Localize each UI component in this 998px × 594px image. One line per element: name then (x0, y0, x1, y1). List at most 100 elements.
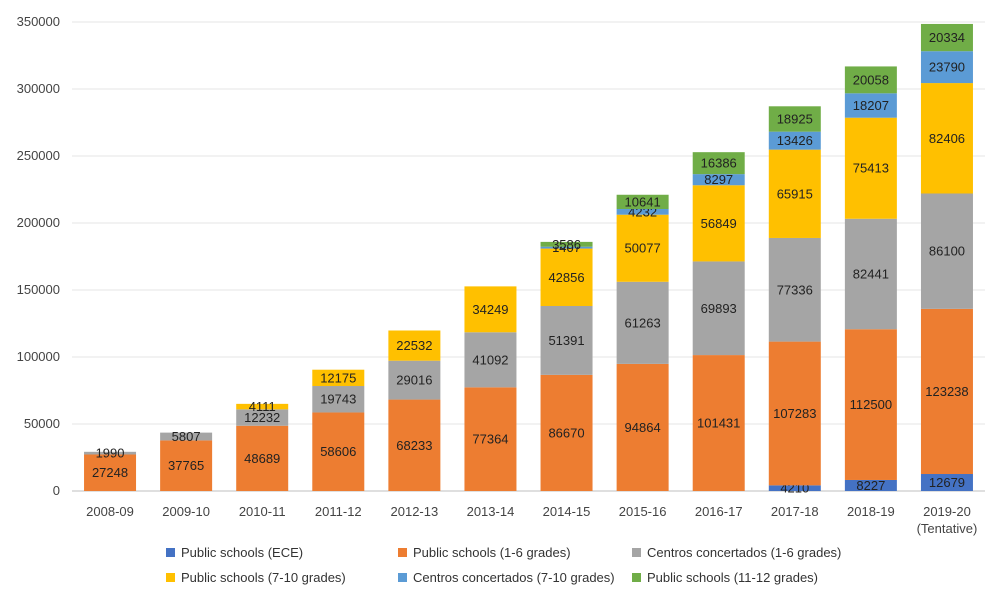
bar-segment (768, 131, 821, 150)
x-tick-label: 2012-13 (391, 504, 439, 519)
data-label: 29016 (396, 373, 432, 388)
x-tick-sublabel: (Tentative) (917, 521, 978, 536)
gridlines (72, 21, 985, 492)
bar-segment (920, 193, 973, 309)
data-label: 94864 (625, 420, 661, 435)
data-label: 101431 (697, 416, 740, 431)
bar-segment (768, 149, 821, 238)
bar-segment (844, 66, 897, 94)
x-axis: 2008-09 2009-10 2010-11 2011-12 2012-13 2013-… (86, 504, 977, 536)
bar-stack: 68233 29016 22532 (388, 330, 441, 491)
bar-segment (312, 369, 365, 387)
bar-segment (616, 281, 669, 364)
bar-segment (844, 117, 897, 219)
data-label: 18207 (853, 98, 889, 113)
bar-segment (160, 432, 213, 441)
bar-segment (540, 248, 593, 306)
data-label: 75413 (853, 161, 889, 176)
data-label: 4111 (249, 399, 276, 414)
bar-segment (692, 261, 745, 356)
bar-segment (540, 241, 593, 247)
bar-stack: 12679 123238 86100 82406 23790 20334 (920, 23, 973, 491)
data-label: 12175 (320, 370, 356, 385)
data-label: 12679 (929, 475, 965, 490)
data-label: 82441 (853, 266, 889, 281)
bar-segment (236, 403, 289, 410)
data-label: 16386 (701, 156, 737, 171)
data-label: 5807 (172, 429, 201, 444)
data-label: 50077 (625, 241, 661, 256)
data-label: 27248 (92, 465, 128, 480)
bar-segment (540, 305, 593, 375)
data-label: 34249 (472, 302, 508, 317)
bar-segment (388, 330, 441, 361)
bar-segment (844, 329, 897, 480)
bar-segment (768, 106, 821, 132)
bar-segment (920, 308, 973, 475)
bar-segment (388, 399, 441, 491)
x-tick-label: 2016-17 (695, 504, 743, 519)
bar-stack: 37765 5807 (160, 429, 213, 491)
bar-segment (84, 454, 137, 491)
bar-segment (844, 479, 897, 491)
data-label: 86670 (548, 425, 584, 440)
data-label: 10641 (625, 194, 661, 209)
data-label: 37765 (168, 458, 204, 473)
x-tick-label: 2010-11 (239, 504, 286, 519)
bar-segment (236, 425, 289, 491)
data-label: 20058 (853, 72, 889, 87)
y-tick-label: 350000 (17, 14, 60, 29)
x-tick-label: 2019-20 (923, 504, 971, 519)
y-tick-label: 250000 (17, 148, 60, 163)
x-tick-label: 2015-16 (619, 504, 667, 519)
data-label: 123238 (925, 384, 968, 399)
data-label: 86100 (929, 244, 965, 259)
x-tick-label: 2013-14 (467, 504, 515, 519)
x-tick-label: 2009-10 (162, 504, 210, 519)
y-tick-label: 150000 (17, 282, 60, 297)
y-tick-label: 0 (53, 483, 60, 498)
data-label: 3586 (552, 237, 581, 252)
y-tick-label: 300000 (17, 81, 60, 96)
data-label: 20334 (929, 30, 965, 45)
bar-stack: 8227 112500 82441 75413 18207 20058 (844, 66, 897, 493)
bar-segment (616, 363, 669, 491)
data-label: 77364 (472, 432, 508, 447)
bar-segment (844, 218, 897, 330)
bar-segment (464, 387, 517, 491)
data-label: 77336 (777, 282, 813, 297)
bar-segment (692, 185, 745, 262)
bar-segment (768, 485, 821, 491)
bar-segment (540, 246, 593, 249)
bar-segment (312, 412, 365, 491)
y-tick-label: 200000 (17, 215, 60, 230)
data-label: 56849 (701, 216, 737, 231)
bar-segment (84, 451, 137, 455)
data-label: 58606 (320, 444, 356, 459)
data-label: 69893 (701, 301, 737, 316)
x-tick-label: 2014-15 (543, 504, 591, 519)
bar-segment (616, 194, 669, 210)
data-label: 68233 (396, 438, 432, 453)
data-label: 82406 (929, 131, 965, 146)
data-label: 1990 (96, 446, 125, 461)
data-label: 22532 (396, 338, 432, 353)
bar-stack: 77364 41092 34249 (464, 286, 517, 491)
bar-segment (844, 93, 897, 118)
data-label: 61263 (625, 315, 661, 330)
data-label: 42856 (548, 270, 584, 285)
bar-segment (692, 355, 745, 491)
data-label: 13426 (777, 133, 813, 148)
bar-segment (616, 214, 669, 282)
data-label: 19743 (320, 392, 356, 407)
bar-segment (312, 386, 365, 413)
data-label: 112500 (850, 397, 892, 412)
bar-stack: 27248 1990 (84, 446, 137, 491)
